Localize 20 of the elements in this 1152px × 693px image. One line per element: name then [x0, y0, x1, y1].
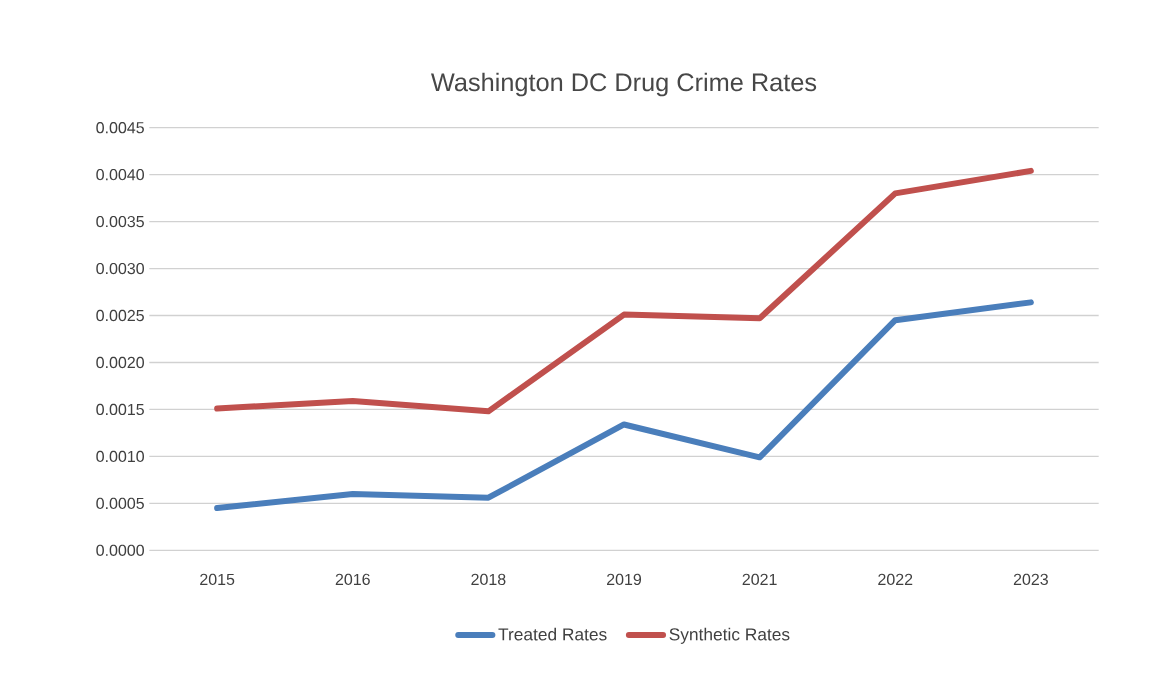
- x-tick-label: 2021: [742, 573, 777, 586]
- y-tick-label: 0.0040: [96, 168, 144, 181]
- y-tick-label: 0.0010: [96, 450, 144, 463]
- y-tick-label: 0.0035: [96, 215, 144, 228]
- y-tick-label: 0.0030: [96, 262, 144, 275]
- y-tick-label: 0.0005: [96, 497, 144, 510]
- x-tick-label: 2023: [1013, 573, 1048, 586]
- y-tick-label: 0.0000: [96, 544, 144, 556]
- chart-title: Washington DC Drug Crime Rates: [431, 72, 817, 97]
- x-tick-label: 2015: [200, 573, 235, 586]
- x-tick-label: 2016: [335, 573, 370, 586]
- x-tick-label: 2019: [607, 573, 642, 586]
- y-tick-label: 0.0015: [96, 403, 144, 416]
- legend-label: Synthetic Rates: [669, 627, 790, 644]
- y-tick-label: 0.0025: [96, 309, 144, 322]
- y-tick-label: 0.0045: [96, 122, 144, 134]
- x-tick-label: 2022: [878, 573, 913, 586]
- legend-label: Treated Rates: [498, 627, 607, 641]
- x-tick-label: 2018: [471, 573, 506, 586]
- y-tick-label: 0.0020: [96, 356, 144, 369]
